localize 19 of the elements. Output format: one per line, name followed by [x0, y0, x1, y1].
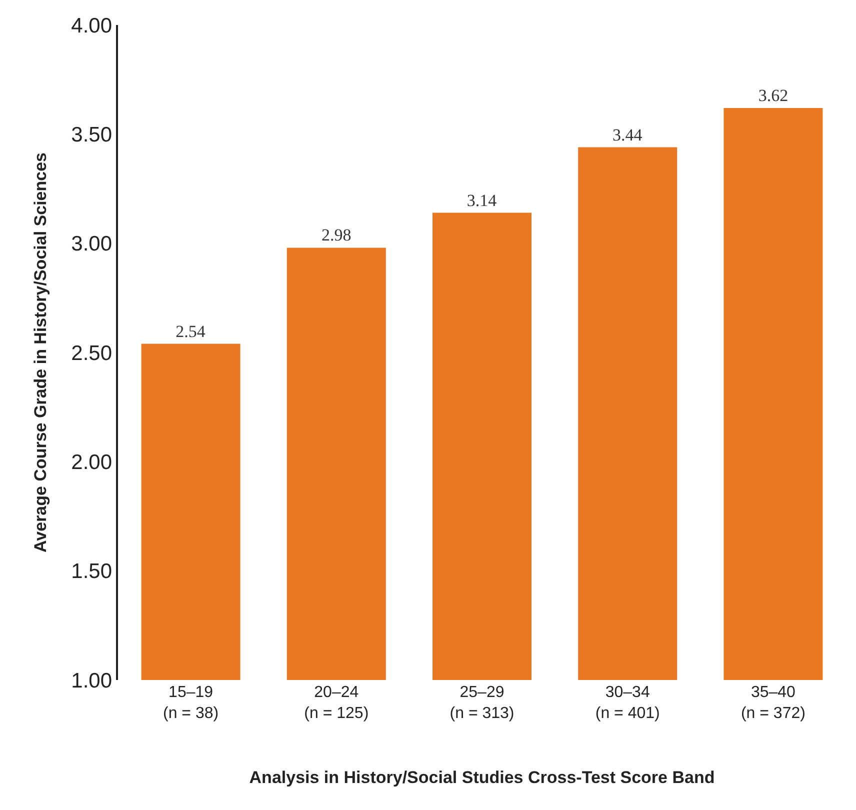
- data-label: 3.62: [758, 86, 788, 105]
- y-tick-label: 4.00: [71, 14, 112, 38]
- y-tick-label: 2.00: [71, 451, 112, 474]
- y-tick-label: 2.50: [71, 342, 112, 365]
- y-tick-label: 3.00: [71, 232, 112, 256]
- y-tick-label: 3.50: [71, 124, 112, 147]
- x-tick-label: 20–24 (n = 125): [304, 684, 369, 722]
- data-label: 3.44: [612, 125, 643, 144]
- data-label: 3.14: [466, 190, 498, 210]
- x-tick-label: 35–40 (n = 372): [740, 684, 806, 722]
- y-tick-label: 1.00: [71, 669, 112, 692]
- data-label: 2.98: [322, 226, 352, 245]
- x-tick-label: 30–34 (n = 401): [595, 684, 660, 722]
- x-tick-label: 15–19 (n = 38): [163, 684, 219, 722]
- y-tick-label: 1.50: [71, 560, 112, 584]
- y-axis-title: Average Course Grade in History/Social Sciences: [31, 152, 50, 552]
- data-label: 2.54: [176, 322, 206, 341]
- x-tick-label: 25–29 (n = 313): [450, 684, 514, 722]
- x-axis-title: Analysis in History/Social Studies Cross-Test Score Band: [249, 768, 715, 788]
